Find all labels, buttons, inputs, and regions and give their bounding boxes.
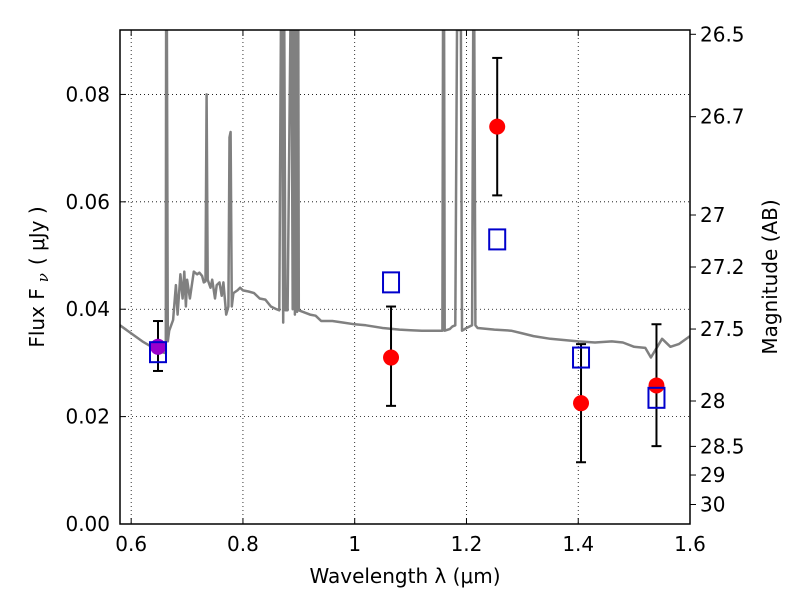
model-photometry-square — [572, 346, 591, 369]
x-tick-label: 1.4 — [562, 532, 594, 556]
y2-tick-label: 30 — [700, 493, 725, 517]
x-tick-label: 0.8 — [227, 532, 259, 556]
y-tick-label: 0.02 — [65, 405, 110, 429]
template-spectrum-line — [120, 30, 690, 359]
y2-tick-label: 26.7 — [700, 105, 745, 129]
x-tick-label: 1.2 — [451, 532, 483, 556]
y-tick-label: 0.06 — [65, 190, 110, 214]
y2-axis-label: Magnitude (AB) — [758, 199, 782, 354]
y2-tick-label: 28.5 — [700, 434, 745, 458]
y-axis-label-subscript: ν — [34, 273, 52, 282]
model-photometry-square — [382, 271, 401, 294]
y-tick-label: 0.08 — [65, 82, 110, 106]
model-photometry-square — [647, 386, 666, 409]
x-axis-label: Wavelength λ (μm) — [309, 564, 500, 588]
observed-point — [383, 349, 400, 366]
y-axis-label-group: Flux F ν ( μJy ) — [25, 206, 52, 347]
y2-tick-label: 27 — [700, 203, 725, 227]
x-tick-label: 0.6 — [115, 532, 147, 556]
y2-tick-label: 27.5 — [700, 317, 745, 341]
y-tick-label: 0.00 — [65, 512, 110, 536]
observed-point — [648, 377, 665, 394]
axis-ticks: 0.6 0.8 1 1.2 1.4 1.6 0.00 0.02 0.04 0.06 0.08 26.5… — [65, 22, 744, 556]
y-axis-label-flux: Flux F — [25, 288, 49, 347]
y2-tick-label: 28 — [700, 389, 725, 413]
observed-point — [573, 395, 590, 412]
model-photometry-square — [149, 341, 167, 364]
model-photometry-square — [488, 228, 507, 251]
observed-point — [489, 118, 506, 135]
data-points — [149, 118, 666, 412]
y2-tick-label: 29 — [700, 463, 725, 487]
y-axis-label: Flux F ν ( μJy ) — [25, 206, 52, 347]
plot-frame — [119, 29, 691, 525]
y2-tick-label: 26.5 — [700, 22, 745, 46]
y2-axis-label-group: Magnitude (AB) — [758, 199, 782, 354]
y-axis-label-unit: ( μJy ) — [25, 206, 49, 265]
x-tick-label: 1 — [348, 532, 361, 556]
y-tick-label: 0.04 — [65, 297, 110, 321]
y2-tick-label: 27.2 — [700, 255, 745, 279]
x-tick-label: 1.6 — [674, 532, 706, 556]
